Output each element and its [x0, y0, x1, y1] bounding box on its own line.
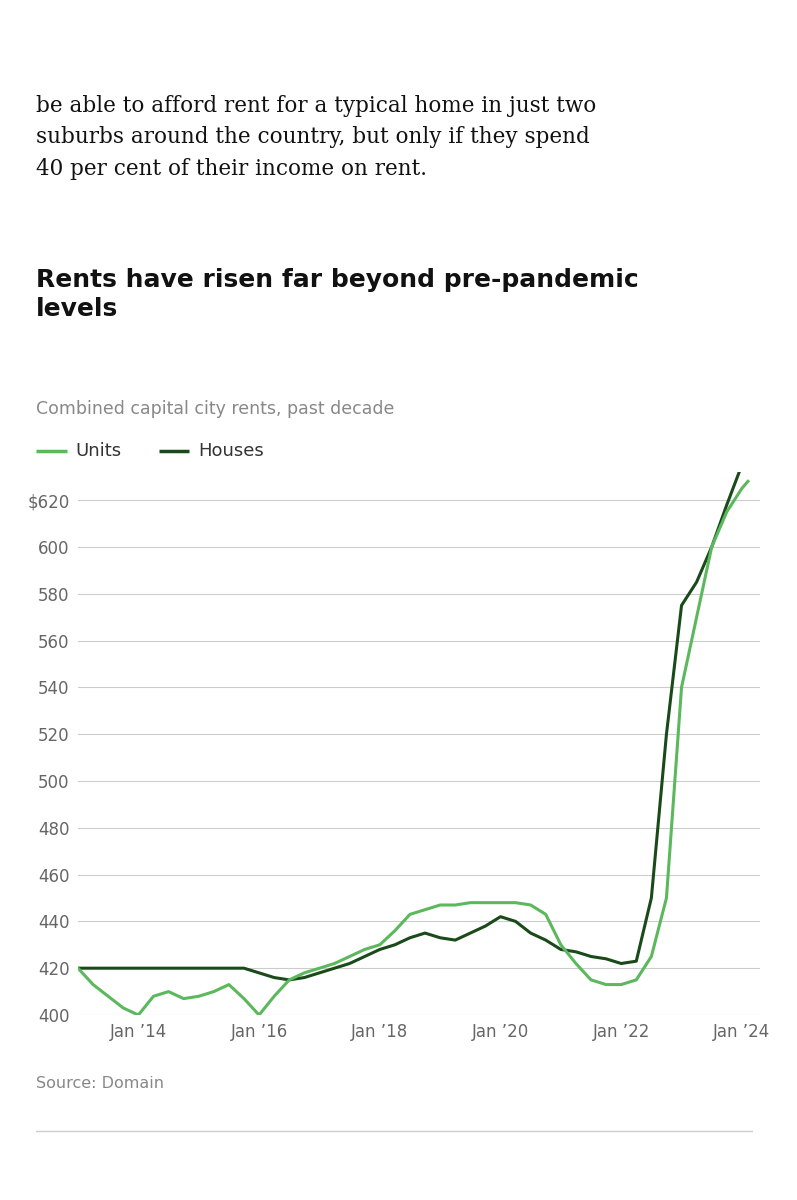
Text: Source: Domain: Source: Domain: [36, 1076, 164, 1092]
Text: Combined capital city rents, past decade: Combined capital city rents, past decade: [36, 400, 395, 418]
Text: ⌀: ⌀: [761, 32, 776, 56]
Text: Rents have risen far beyond pre-pandemic
levels: Rents have risen far beyond pre-pandemic…: [36, 268, 638, 320]
Text: The Sydney Morning Herald: The Sydney Morning Herald: [190, 32, 607, 58]
Text: Units: Units: [75, 442, 121, 460]
Text: be able to afford rent for a typical home in just two
suburbs around the country: be able to afford rent for a typical hom…: [36, 95, 596, 180]
Text: Houses: Houses: [198, 442, 264, 460]
Text: ≡: ≡: [18, 30, 43, 60]
